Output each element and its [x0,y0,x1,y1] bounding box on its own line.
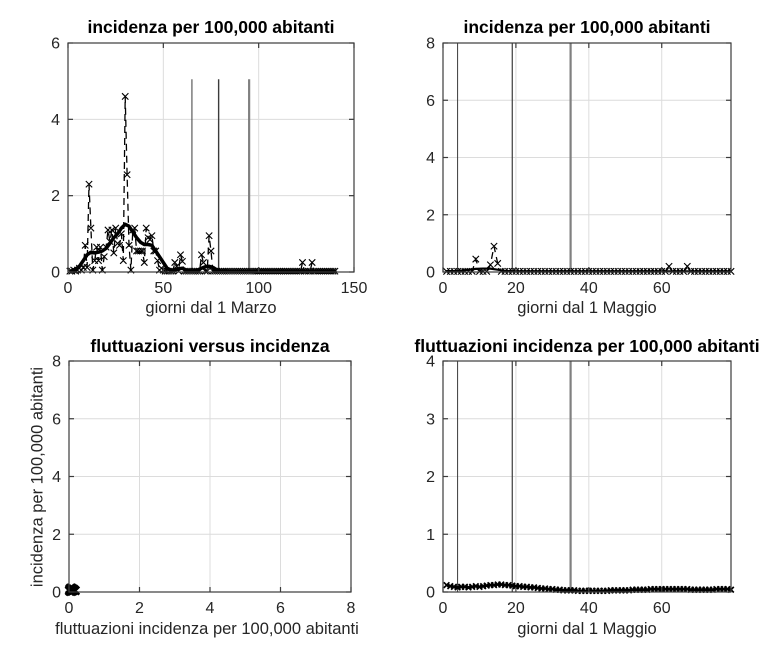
subplot-3-xlabel: fluttuazioni incidenza per 100,000 abita… [55,620,359,638]
svg-text:2: 2 [51,188,60,205]
svg-text:0: 0 [64,280,73,297]
svg-text:4: 4 [206,600,215,617]
svg-text:6: 6 [51,36,60,53]
svg-text:4: 4 [52,469,61,486]
svg-text:6: 6 [52,411,61,428]
svg-text:60: 60 [653,600,671,617]
svg-text:40: 40 [580,280,598,297]
svg-text:8: 8 [426,36,435,53]
svg-text:0: 0 [52,585,61,602]
svg-text:2: 2 [426,469,435,486]
svg-text:20: 20 [507,280,525,297]
subplot-3-ylabel: incidenza per 100,000 abitanti [28,366,47,588]
svg-text:8: 8 [52,354,61,371]
svg-text:20: 20 [507,600,525,617]
svg-text:6: 6 [276,600,285,617]
svg-text:8: 8 [347,600,356,617]
svg-text:4: 4 [426,150,435,167]
svg-text:0: 0 [65,600,74,617]
subplot-2-xlabel: giorni dal 1 Maggio [517,299,657,317]
subplot-3-title: fluttuazioni versus incidenza [90,336,330,356]
svg-text:150: 150 [341,280,368,297]
svg-text:50: 50 [154,280,172,297]
svg-text:0: 0 [426,585,435,602]
svg-text:100: 100 [245,280,272,297]
svg-text:2: 2 [52,527,61,544]
svg-text:1: 1 [426,527,435,544]
svg-text:0: 0 [439,600,448,617]
svg-text:0: 0 [51,265,60,282]
svg-text:4: 4 [51,112,60,129]
svg-text:2: 2 [426,207,435,224]
subplot-2-title: incidenza per 100,000 abitanti [463,17,711,37]
subplot-1-title: incidenza per 100,000 abitanti [87,17,335,37]
subplot-1-xlabel: giorni dal 1 Marzo [145,299,277,317]
svg-text:4: 4 [426,354,435,371]
svg-text:6: 6 [426,93,435,110]
svg-text:40: 40 [580,600,598,617]
svg-text:0: 0 [426,265,435,282]
svg-text:60: 60 [653,280,671,297]
svg-text:3: 3 [426,411,435,428]
svg-text:2: 2 [135,600,144,617]
subplot-4-title: fluttuazioni incidenza per 100,000 abita… [414,336,760,356]
svg-text:0: 0 [439,280,448,297]
subplot-4-xlabel: giorni dal 1 Maggio [517,620,657,638]
